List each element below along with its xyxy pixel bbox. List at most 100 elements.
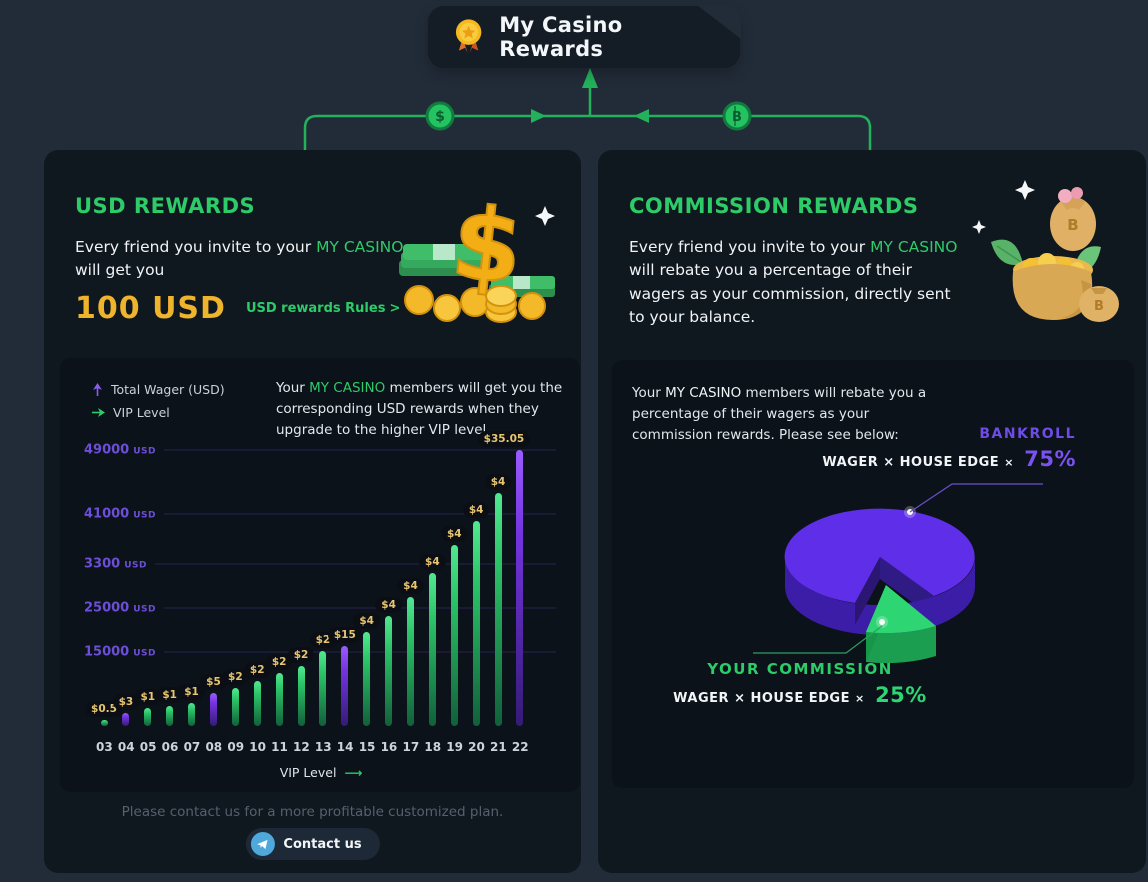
page-title: My Casino Rewards [499, 13, 623, 61]
bar [428, 573, 436, 726]
page-header: My Casino Rewards [428, 5, 741, 68]
y-tick-label: 49000 USD [84, 442, 156, 458]
arrow-right-icon [92, 408, 105, 417]
x-tick-label: 06 [161, 740, 179, 754]
small-money-bag-icon: B [1079, 286, 1119, 322]
x-tick-label: 05 [139, 740, 157, 754]
commission-callout: YOUR COMMISSION WAGER × HOUSE EDGE × 25% [648, 660, 952, 707]
sparkle-icon [535, 206, 555, 226]
desc-text: Every friend you invite to your [75, 238, 317, 256]
bankroll-formula: WAGER × HOUSE EDGE × 75% [822, 447, 1076, 471]
medal-icon [455, 19, 482, 54]
x-tick-label: 19 [446, 740, 463, 754]
bar-value-label: $15 [327, 627, 362, 643]
bar-value-label: $2 [243, 662, 271, 678]
contact-button-label: Contact us [283, 836, 362, 852]
sparkle-icon [1015, 180, 1035, 200]
bar-column: $3 [112, 694, 140, 726]
bar-value-label: $2 [265, 654, 293, 670]
y-gridline: 15000 USD [84, 645, 556, 660]
bar-column: $2 [265, 654, 293, 726]
bar-value-label: $1 [156, 687, 183, 703]
bar-value-label: $4 [440, 526, 468, 542]
bar [341, 646, 349, 726]
x-tick-label: 20 [468, 740, 485, 754]
desc-text: will rebate you a percentage of their wa… [629, 261, 951, 326]
usd-panel-title: USD REWARDS [75, 194, 256, 218]
x-tick-label: 11 [271, 740, 288, 754]
reward-amount-row: 100 USD USD rewards Rules > [75, 291, 400, 326]
bar-value-label: $3 [112, 694, 140, 710]
bar-column: $1 [134, 689, 162, 726]
bar-column: $5 [200, 674, 227, 726]
arrow-right-icon [531, 109, 546, 123]
desc-text: Every friend you invite to your [629, 238, 871, 256]
contact-hint: Please contact us for a more profitable … [121, 804, 504, 820]
contact-us-button[interactable]: Contact us [245, 828, 380, 860]
commission-rewards-panel: COMMISSION REWARDS Every friend you invi… [598, 150, 1146, 873]
bar [472, 521, 480, 726]
legend-label: Total Wager (USD) [111, 382, 225, 397]
main-money-bag-icon [1012, 264, 1093, 320]
bar [275, 673, 283, 726]
bar [385, 616, 393, 726]
bar-column: $2 [222, 669, 249, 726]
y-tick-label: 3300 USD [84, 556, 147, 572]
bar-value-label: $4 [484, 474, 512, 490]
bar [297, 666, 305, 726]
pie-notch-wall [855, 557, 880, 625]
bar [516, 450, 524, 726]
usd-panel-description: Every friend you invite to your MY CASIN… [75, 236, 405, 283]
pie-purple-top [784, 508, 975, 603]
chart-note: Your MY CASINO members will rebate you a… [632, 385, 927, 443]
bar [450, 545, 458, 726]
vip-rewards-chart-panel: Total Wager (USD) VIP Level Your MY CASI… [60, 358, 580, 792]
legend-item-vip-level: VIP Level [92, 405, 225, 420]
svg-text:B: B [1094, 299, 1104, 314]
bar-column: $2 [309, 632, 337, 726]
bar-column: $15 [327, 627, 362, 726]
bar [144, 708, 152, 726]
x-tick-label: 17 [402, 740, 420, 754]
bar-value-label: $4 [462, 502, 490, 518]
y-gridline: 49000 USD [84, 443, 556, 458]
commission-label: YOUR COMMISSION [707, 660, 893, 678]
bitcoin-coin-icon: B [722, 101, 752, 131]
bankroll-callout: BANKROLL WAGER × HOUSE EDGE × 75% [822, 426, 1076, 471]
y-tick-label: 25000 USD [84, 600, 156, 616]
bar-column: $1 [156, 687, 183, 726]
bar [209, 693, 217, 726]
brand-name: MY CASINO [870, 238, 958, 256]
dollar-sign-icon: $ [447, 188, 528, 307]
commission-formula: WAGER × HOUSE EDGE × 25% [673, 683, 927, 707]
x-tick-label: 21 [490, 740, 507, 754]
pie-notch-wall [880, 557, 934, 618]
bar-column: $4 [484, 474, 512, 726]
usd-rewards-rules-link[interactable]: USD rewards Rules > [245, 301, 401, 316]
bar-column: $35.05 [477, 431, 531, 726]
x-tick-label: 03 [96, 740, 113, 754]
x-tick-label: 22 [511, 740, 529, 754]
dollar-coin-icon: $ [425, 101, 455, 131]
bar [494, 493, 502, 726]
bar [319, 651, 327, 726]
legend-label: VIP Level [113, 405, 170, 420]
x-tick-label: 09 [227, 740, 245, 754]
bar [363, 632, 371, 726]
x-tick-label: 15 [358, 740, 376, 754]
arrow-up-icon [582, 68, 598, 88]
y-gridline: 3300 USD [84, 557, 556, 572]
x-tick-label: 12 [293, 740, 310, 754]
bar-chart-plot: 49000 USD 41000 USD 3300 USD 25000 USD 15000 USD … [84, 428, 556, 726]
bar-column: $2 [287, 647, 315, 726]
commission-chart-panel: Your MY CASINO members will rebate you a… [612, 360, 1134, 788]
chevron-right-icon: > [389, 301, 401, 316]
svg-text:$: $ [435, 109, 445, 125]
money-illustration: $ [399, 188, 555, 323]
commission-panel-title: COMMISSION REWARDS [629, 194, 919, 218]
x-tick-label: 08 [205, 740, 223, 754]
bar-value-label: $4 [353, 613, 380, 629]
sparkle-icon [972, 220, 986, 234]
bar-value-label: $4 [375, 597, 402, 613]
bankroll-label: BANKROLL [979, 426, 1076, 442]
